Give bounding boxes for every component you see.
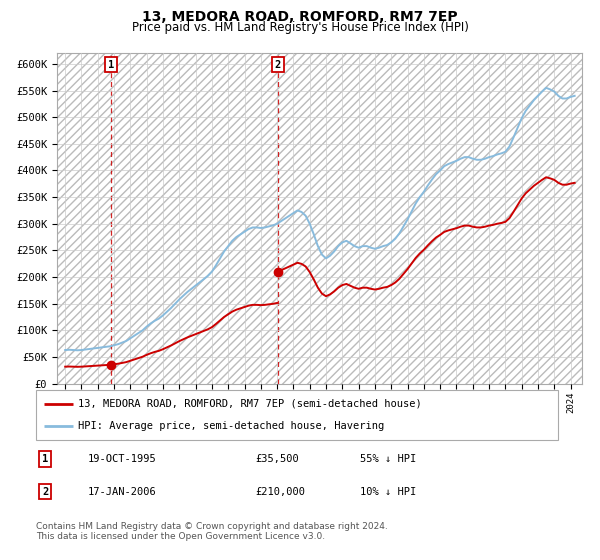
Text: £210,000: £210,000 bbox=[255, 487, 305, 497]
Text: 13, MEDORA ROAD, ROMFORD, RM7 7EP: 13, MEDORA ROAD, ROMFORD, RM7 7EP bbox=[142, 10, 458, 24]
Text: 2: 2 bbox=[42, 487, 49, 497]
Text: £35,500: £35,500 bbox=[255, 454, 299, 464]
FancyBboxPatch shape bbox=[36, 390, 558, 440]
Text: Contains HM Land Registry data © Crown copyright and database right 2024.
This d: Contains HM Land Registry data © Crown c… bbox=[36, 522, 388, 542]
Text: 1: 1 bbox=[42, 454, 49, 464]
Text: Price paid vs. HM Land Registry's House Price Index (HPI): Price paid vs. HM Land Registry's House … bbox=[131, 21, 469, 34]
Text: 19-OCT-1995: 19-OCT-1995 bbox=[88, 454, 157, 464]
Text: HPI: Average price, semi-detached house, Havering: HPI: Average price, semi-detached house,… bbox=[78, 421, 384, 431]
Text: 2: 2 bbox=[275, 60, 281, 70]
Text: 55% ↓ HPI: 55% ↓ HPI bbox=[359, 454, 416, 464]
Text: 17-JAN-2006: 17-JAN-2006 bbox=[88, 487, 157, 497]
Text: 1: 1 bbox=[107, 60, 114, 70]
Text: 13, MEDORA ROAD, ROMFORD, RM7 7EP (semi-detached house): 13, MEDORA ROAD, ROMFORD, RM7 7EP (semi-… bbox=[78, 399, 422, 409]
Text: 10% ↓ HPI: 10% ↓ HPI bbox=[359, 487, 416, 497]
